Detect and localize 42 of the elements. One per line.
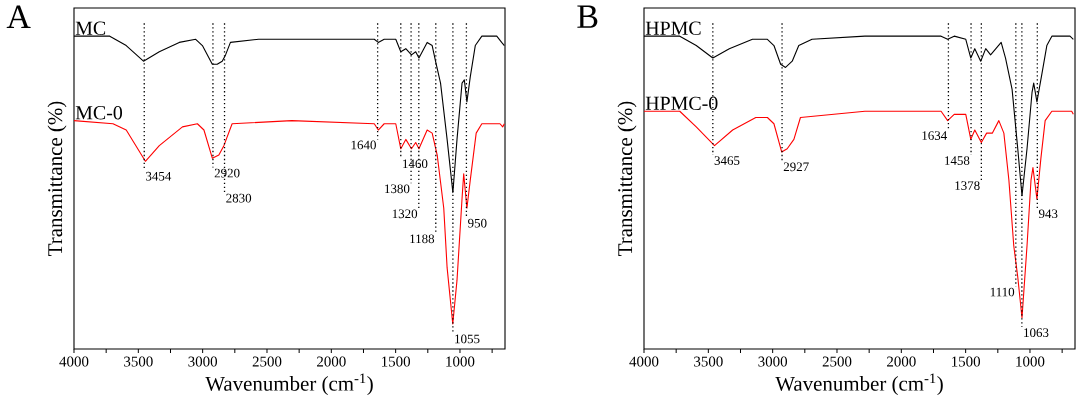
ref-line-label: 3465: [714, 156, 740, 165]
x-tick-label: 2500: [822, 356, 852, 367]
y-axis-title: Transmittance (%): [617, 101, 637, 256]
x-tick-label: 1500: [952, 356, 981, 367]
x-tick-label: 3500: [694, 356, 723, 367]
x-tick-label: 3000: [188, 356, 218, 367]
x-tick-label: 1000: [446, 356, 475, 367]
chart-title: A: [6, 5, 31, 28]
ref-line-label: 943: [1038, 209, 1058, 219]
x-axis-title: Wavenumber (cm$^{-1}$): [205, 373, 373, 396]
ref-line-label: 3454: [146, 171, 172, 181]
ref-line-label: 1634: [922, 131, 948, 140]
ref-line-label: 1640: [351, 140, 376, 150]
x-axis-title: Wavenumber (cm$^{-1}$): [775, 373, 943, 396]
x-tick-label: 1000: [1016, 356, 1045, 367]
x-tick-label: 3500: [124, 356, 153, 367]
ref-line-label: 1063: [1024, 328, 1049, 338]
x-tick-label: 3000: [758, 356, 788, 367]
ref-line-label: 950: [468, 218, 487, 228]
ref-line-label: 2830: [226, 193, 252, 203]
x-tick-label: 2500: [252, 356, 282, 367]
ref-line-label: 1055: [455, 334, 480, 344]
ref-line-label: 1380: [385, 184, 410, 194]
ref-line-label: 1320: [392, 209, 418, 219]
x-tick-label: 2000: [887, 356, 916, 367]
ref-line-label: 1188: [410, 234, 435, 244]
x-tick-label: 1500: [382, 356, 411, 367]
series-label: MC: [75, 21, 106, 35]
y-axis-title: Transmittance (%): [47, 101, 67, 256]
chart-title: B: [577, 5, 598, 28]
x-tick-label: 4000: [59, 356, 89, 367]
series-label: HPMC-0: [645, 96, 718, 111]
ref-line-label: 1110: [990, 287, 1015, 297]
ref-line-label: 1458: [945, 156, 970, 165]
series-label: HPMC: [645, 21, 701, 35]
ref-line-label: 1378: [955, 181, 980, 190]
x-tick-label: 4000: [629, 356, 659, 367]
ref-line-label: 2927: [783, 162, 809, 172]
series-label: MC-0: [75, 105, 123, 120]
x-tick-label: 2000: [317, 356, 346, 367]
ref-line-label: 2920: [214, 168, 240, 178]
ref-line-label: 1460: [403, 159, 428, 169]
